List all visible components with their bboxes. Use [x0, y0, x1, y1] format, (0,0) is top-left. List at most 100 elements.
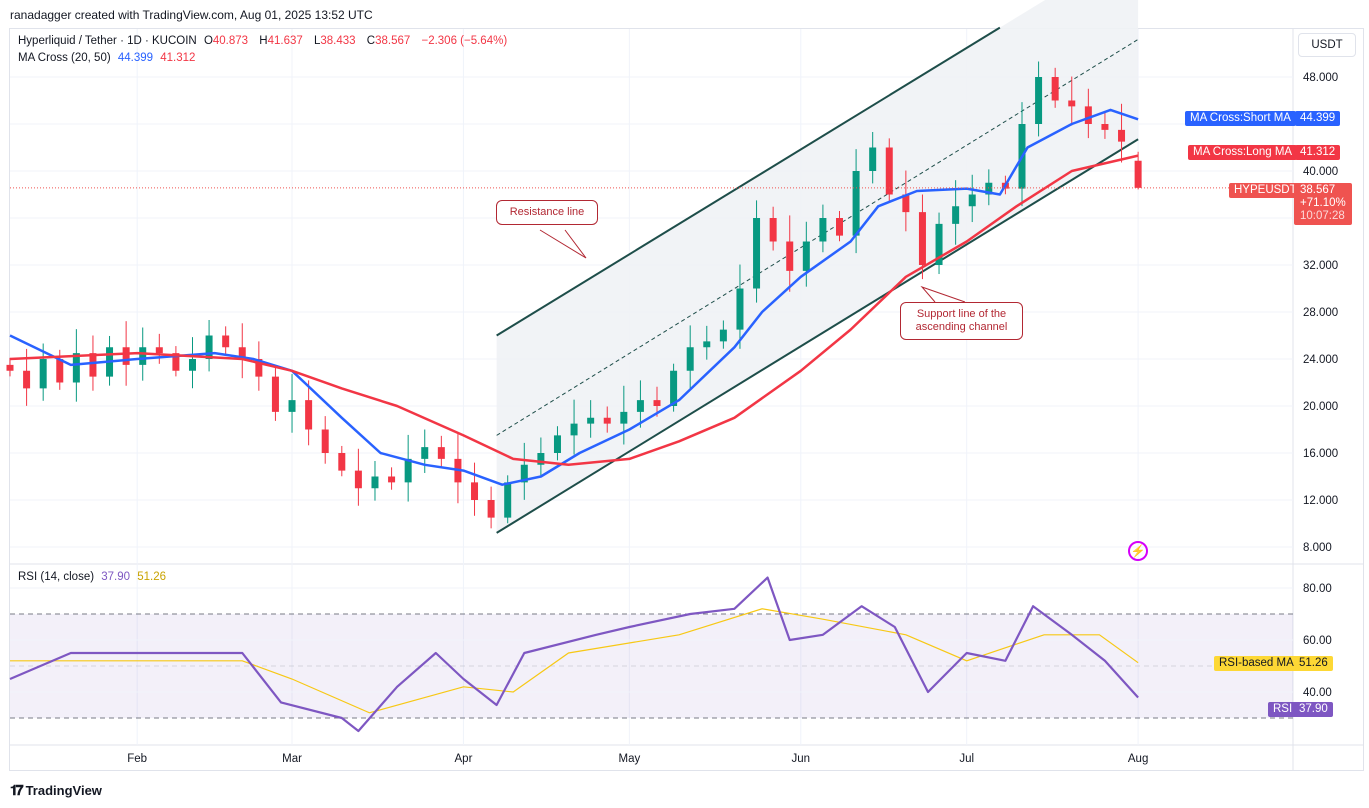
ma-long-value: 41.312 — [160, 52, 196, 64]
ma-label[interactable]: MA Cross (20, 50) — [18, 52, 111, 64]
high-label: H — [259, 35, 268, 47]
candle-body — [587, 417, 595, 424]
change-value: −2.306 (−5.64%) — [421, 35, 508, 47]
time-tick-label: Feb — [127, 753, 147, 765]
candle-body — [487, 500, 495, 518]
chart-frame — [9, 28, 1364, 771]
time-tick-label: Apr — [455, 753, 473, 765]
percent-change: +71.10% — [1300, 197, 1346, 209]
candle-body — [636, 400, 644, 412]
candle-body — [404, 458, 412, 483]
candle-body — [753, 218, 761, 289]
candle-body — [786, 241, 794, 271]
candle-body — [321, 429, 329, 453]
candle-body — [686, 347, 694, 371]
rsi-value-tag: 37.90 — [1294, 702, 1333, 717]
candle-body — [1051, 77, 1059, 101]
candle-body — [388, 476, 396, 483]
resistance-annotation[interactable]: Resistance line — [496, 200, 598, 225]
candle-body — [836, 218, 843, 236]
price-tick-label: 32.000 — [1303, 260, 1338, 272]
candle-body — [172, 353, 180, 371]
short-ma-value-tag: 44.399 — [1295, 111, 1341, 126]
low-value: 38.433 — [320, 35, 356, 47]
candle-body — [603, 417, 611, 424]
candle-body — [271, 376, 279, 412]
short-ma-line — [9, 108, 1139, 486]
candle-body — [653, 400, 661, 406]
rsi-tick-label: 40.00 — [1303, 687, 1332, 699]
open-value: 40.873 — [212, 35, 249, 47]
footer-brand[interactable]: 𝟏𝟕 TradingView — [10, 782, 102, 799]
rsi-tick-label: 60.00 — [1303, 635, 1332, 647]
low-label: L — [313, 35, 321, 47]
brand-name: TradingView — [25, 783, 102, 798]
candle-body — [819, 218, 827, 242]
candle-body — [985, 182, 993, 195]
support-annotation[interactable]: Support line of the ascending channel — [900, 302, 1023, 340]
candle-body — [935, 223, 943, 265]
candle-body — [504, 482, 512, 518]
candle-body — [255, 359, 263, 377]
rsi-ma-value-tag: 51.26 — [1294, 656, 1333, 671]
candle-body — [222, 335, 230, 348]
candle-body — [39, 359, 47, 389]
rsi-label[interactable]: RSI (14, close) — [18, 571, 95, 583]
candle-body — [288, 400, 296, 412]
candle-body — [1084, 106, 1092, 124]
candle-body — [719, 329, 727, 342]
candle-body — [6, 364, 14, 371]
rsi-value: 37.90 — [101, 571, 131, 583]
candle-body — [802, 241, 810, 271]
open-label: O — [203, 35, 213, 47]
rsi-name-tag: RSI — [1268, 702, 1298, 717]
support-line — [496, 138, 1139, 534]
time-tick-label: May — [618, 753, 640, 765]
close-value: 38.567 — [375, 35, 411, 47]
candle-body — [918, 212, 926, 265]
candle-body — [56, 359, 64, 383]
symbol-title[interactable]: Hyperliquid / Tether · 1D · KUCOIN — [18, 35, 197, 47]
rsi-ma-value: 51.26 — [137, 571, 167, 583]
price-tick-label: 48.000 — [1303, 72, 1338, 84]
high-value: 41.637 — [267, 35, 303, 47]
candle-body — [371, 476, 379, 489]
resistance-line — [496, 26, 1001, 337]
candle-body — [238, 347, 246, 359]
alert-icon[interactable]: ⚡ — [1128, 541, 1148, 561]
candle-body — [1035, 77, 1043, 124]
candle-body — [23, 370, 31, 389]
candle-body — [852, 171, 860, 236]
candle-body — [437, 447, 445, 459]
candle-body — [72, 353, 80, 383]
candle-body — [205, 335, 213, 359]
price-tick-label: 28.000 — [1303, 307, 1338, 319]
candle-body — [338, 453, 346, 471]
currency-button[interactable]: USDT — [1298, 33, 1356, 57]
candle-body — [968, 194, 976, 207]
support-pointer — [920, 285, 966, 303]
candle-body — [703, 341, 711, 348]
candle-body — [570, 423, 578, 436]
rsi-line — [9, 576, 1139, 733]
rsi-ma-line — [10, 608, 1139, 714]
tradingview-logo-icon: 𝟏𝟕 — [10, 782, 24, 798]
time-tick-label: Aug — [1128, 753, 1148, 765]
candle-body — [885, 147, 893, 195]
ma-legend: MA Cross (20, 50) 44.399 41.312 — [18, 52, 199, 64]
candle-body — [520, 464, 528, 483]
symbol-tag: HYPEUSDT — [1229, 183, 1302, 198]
bar-countdown: 10:07:28 — [1300, 210, 1345, 222]
candle-body — [620, 411, 628, 424]
candle-body — [421, 447, 429, 459]
candle-body — [769, 218, 777, 242]
candle-body — [952, 206, 960, 224]
rsi-legend: RSI (14, close) 37.90 51.26 — [18, 571, 170, 583]
candle-body — [354, 470, 362, 489]
candle-body — [1068, 100, 1076, 107]
candle-body — [188, 359, 196, 371]
candle-body — [537, 453, 545, 465]
candle-body — [155, 347, 163, 354]
candle-body — [902, 194, 910, 213]
